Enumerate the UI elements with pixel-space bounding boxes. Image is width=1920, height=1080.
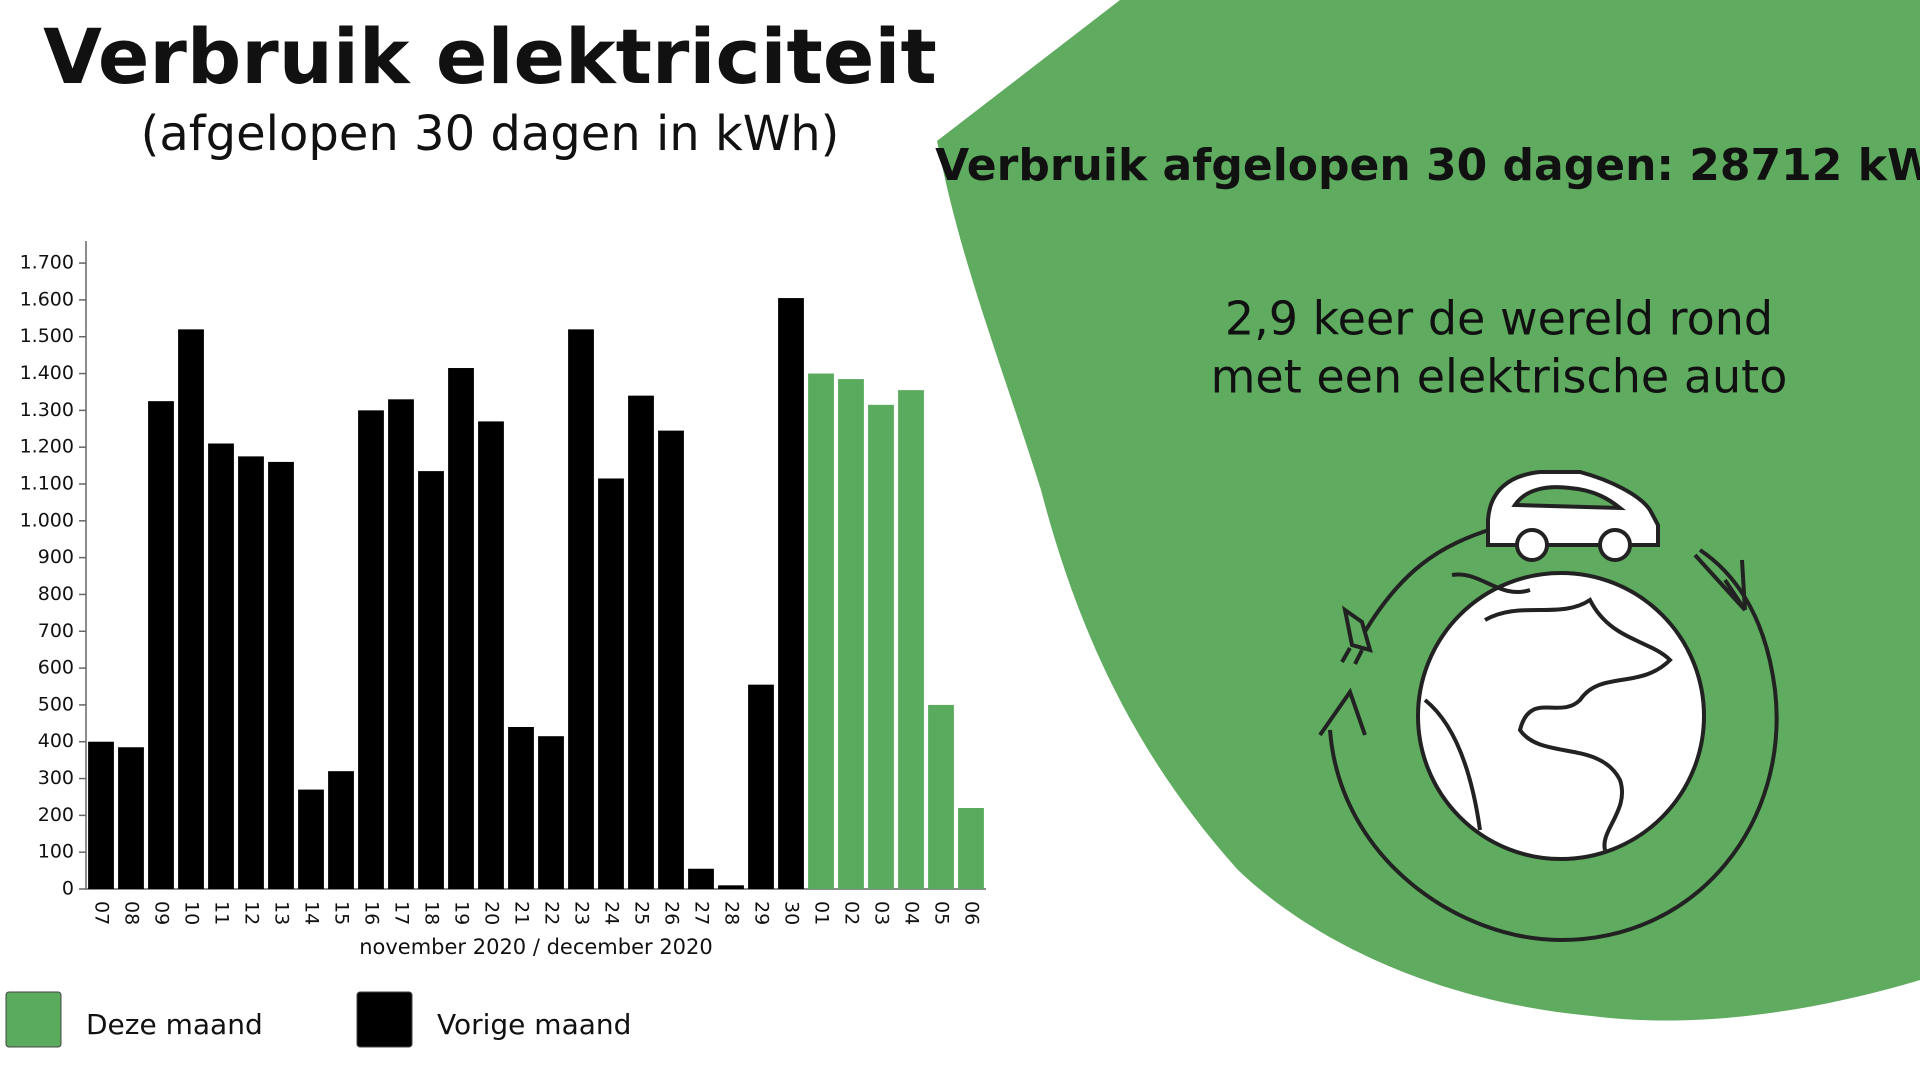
comparison-line: met een elektrische auto <box>1211 350 1788 404</box>
x-tick-label: 01 <box>811 901 833 925</box>
x-tick-label: 07 <box>91 901 113 925</box>
bar <box>508 727 534 889</box>
globe-icon <box>1318 470 1779 943</box>
x-tick-label: 17 <box>391 901 413 925</box>
bar <box>118 747 144 889</box>
bar <box>808 373 834 890</box>
bar <box>538 736 564 889</box>
legend-swatch <box>356 991 413 1048</box>
headline: Verbruik afgelopen 30 dagen: 28712 kWh <box>935 140 1920 191</box>
x-tick-label: 28 <box>721 901 743 925</box>
x-tick-label: 06 <box>961 901 983 925</box>
y-tick-label: 1.000 <box>20 509 74 531</box>
x-tick-label: 18 <box>421 901 443 925</box>
y-tick-label: 300 <box>38 767 74 789</box>
y-tick-label: 0 <box>62 878 74 900</box>
bar <box>418 471 444 889</box>
y-tick-label: 1.600 <box>20 288 74 310</box>
x-tick-label: 13 <box>271 901 293 925</box>
bar <box>238 456 264 889</box>
legend-swatch <box>5 991 62 1048</box>
bar <box>928 704 954 889</box>
bar <box>148 401 174 889</box>
bar <box>328 771 354 889</box>
bar <box>838 379 864 889</box>
chart-subtitle: (afgelopen 30 dagen in kWh) <box>141 106 840 162</box>
y-tick-label: 400 <box>38 730 74 752</box>
y-tick-label: 200 <box>38 804 74 826</box>
x-tick-label: 02 <box>841 901 863 925</box>
y-tick-label: 1.400 <box>20 362 74 384</box>
x-tick-label: 29 <box>751 901 773 925</box>
bar <box>568 329 594 889</box>
bar <box>718 885 744 889</box>
x-tick-label: 14 <box>301 901 323 925</box>
x-tick-label: 21 <box>511 901 533 925</box>
bar <box>178 329 204 889</box>
x-tick-label: 22 <box>541 901 563 925</box>
comparison-line: 2,9 keer de wereld rond <box>1225 292 1773 346</box>
bar <box>958 808 984 889</box>
y-tick-label: 600 <box>38 657 74 679</box>
x-tick-label: 16 <box>361 901 383 925</box>
x-tick-label: 19 <box>451 901 473 925</box>
y-tick-label: 700 <box>38 620 74 642</box>
bar <box>448 368 474 890</box>
bar <box>778 298 804 889</box>
bar <box>658 430 684 889</box>
x-tick-label: 11 <box>211 901 233 925</box>
x-tick-label: 27 <box>691 901 713 925</box>
bar <box>598 478 624 889</box>
y-tick-label: 1.700 <box>20 252 74 274</box>
y-tick-label: 800 <box>38 583 74 605</box>
x-tick-label: 09 <box>151 901 173 925</box>
bar <box>628 395 654 889</box>
bar <box>388 399 414 889</box>
x-tick-label: 25 <box>631 901 653 925</box>
x-tick-label: 05 <box>931 901 953 925</box>
bar <box>208 443 234 889</box>
legend-label: Vorige maand <box>437 1008 631 1041</box>
bar <box>478 421 504 889</box>
x-tick-label: 26 <box>661 901 683 925</box>
y-tick-label: 1.300 <box>20 399 74 421</box>
y-tick-label: 1.200 <box>20 436 74 458</box>
y-tick-label: 100 <box>38 841 74 863</box>
x-tick-label: 12 <box>241 901 263 925</box>
bar <box>868 404 894 889</box>
chart-title: Verbruik elektriciteit <box>43 12 937 101</box>
x-tick-label: 20 <box>481 901 503 925</box>
bar <box>688 868 714 889</box>
bar <box>358 410 384 889</box>
bar <box>268 461 294 889</box>
x-tick-label: 30 <box>781 901 803 925</box>
x-tick-label: 15 <box>331 901 353 925</box>
y-tick-label: 1.100 <box>20 473 74 495</box>
bar <box>298 789 324 889</box>
y-tick-label: 500 <box>38 693 74 715</box>
y-tick-label: 900 <box>38 546 74 568</box>
x-tick-label: 04 <box>901 901 923 925</box>
bar <box>88 741 114 889</box>
x-tick-label: 08 <box>121 901 143 925</box>
x-tick-label: 10 <box>181 901 203 925</box>
bar <box>898 390 924 889</box>
x-axis-label: november 2020 / december 2020 <box>359 935 713 959</box>
legend-label: Deze maand <box>86 1008 263 1041</box>
y-tick-label: 1.500 <box>20 325 74 347</box>
x-tick-label: 03 <box>871 901 893 925</box>
x-tick-label: 23 <box>571 901 593 925</box>
x-tick-label: 24 <box>601 901 623 925</box>
bar <box>748 684 774 889</box>
